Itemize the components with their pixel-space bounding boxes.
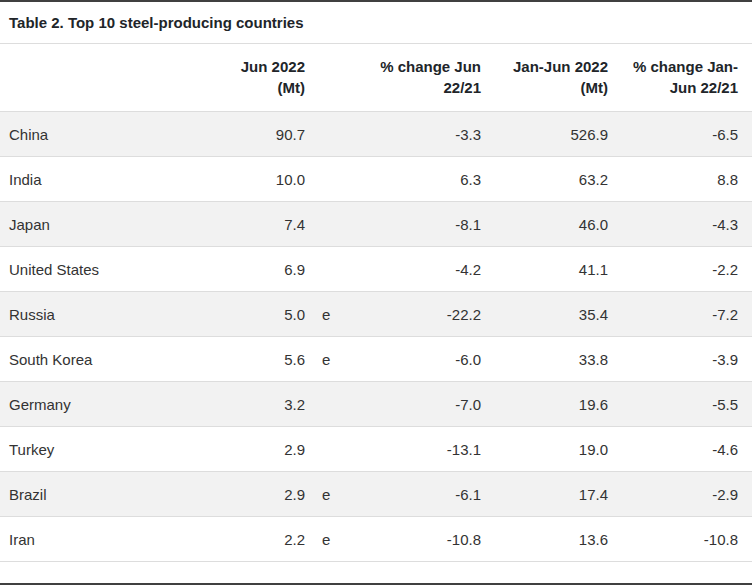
table-row-south-korea: South Korea 5.6 e -6.0 33.8 -3.9 xyxy=(0,337,752,382)
header-line: 22/21 xyxy=(345,77,481,98)
janjun2022-cell: 35.4 xyxy=(481,292,608,337)
jun2022-cell: 2.2 xyxy=(212,517,305,562)
jun2022-cell: 2.9 xyxy=(212,427,305,472)
jun2022-cell: 5.0 xyxy=(212,292,305,337)
country-cell: Iran xyxy=(0,517,212,562)
table-row-china: China 90.7 -3.3 526.9 -6.5 xyxy=(0,112,752,157)
jun2022-cell: 7.4 xyxy=(212,202,305,247)
table-title: Table 2. Top 10 steel-producing countrie… xyxy=(0,2,752,44)
header-line: (Mt) xyxy=(481,77,608,98)
chg-janjun-cell: -2.2 xyxy=(608,247,752,292)
jun2022-cell: 5.6 xyxy=(212,337,305,382)
janjun2022-cell: 19.6 xyxy=(481,382,608,427)
chg-jun-cell: -10.8 xyxy=(345,517,481,562)
bottom-spacer xyxy=(0,562,752,583)
table-row-japan: Japan 7.4 -8.1 46.0 -4.3 xyxy=(0,202,752,247)
jun2022-cell: 3.2 xyxy=(212,382,305,427)
table-row-brazil: Brazil 2.9 e -6.1 17.4 -2.9 xyxy=(0,472,752,517)
country-cell: Germany xyxy=(0,382,212,427)
chg-jun-cell: -3.3 xyxy=(345,112,481,157)
chg-jun-cell: -7.0 xyxy=(345,382,481,427)
header-janjun-2022: Jan-Jun 2022 (Mt) xyxy=(481,44,608,112)
chg-jun-cell: -13.1 xyxy=(345,427,481,472)
jun2022-cell: 2.9 xyxy=(212,472,305,517)
chg-janjun-cell: -2.9 xyxy=(608,472,752,517)
estimate-flag xyxy=(305,247,345,292)
janjun2022-cell: 63.2 xyxy=(481,157,608,202)
chg-jun-cell: -6.1 xyxy=(345,472,481,517)
estimate-flag xyxy=(305,157,345,202)
header-estimate-flag xyxy=(305,44,345,112)
jun2022-cell: 90.7 xyxy=(212,112,305,157)
header-country xyxy=(0,44,212,112)
janjun2022-cell: 33.8 xyxy=(481,337,608,382)
steel-table-panel: Table 2. Top 10 steel-producing countrie… xyxy=(0,0,752,585)
header-pct-change-janjun: % change Jan- Jun 22/21 xyxy=(608,44,752,112)
table-body: China 90.7 -3.3 526.9 -6.5 India 10.0 6.… xyxy=(0,112,752,562)
header-line: % change Jan- xyxy=(608,56,738,77)
chg-janjun-cell: -3.9 xyxy=(608,337,752,382)
janjun2022-cell: 46.0 xyxy=(481,202,608,247)
country-cell: United States xyxy=(0,247,212,292)
header-line: Jun 2022 (Mt) xyxy=(212,56,305,98)
chg-jun-cell: -22.2 xyxy=(345,292,481,337)
estimate-flag xyxy=(305,382,345,427)
country-cell: South Korea xyxy=(0,337,212,382)
chg-janjun-cell: -4.3 xyxy=(608,202,752,247)
chg-jun-cell: -8.1 xyxy=(345,202,481,247)
chg-janjun-cell: 8.8 xyxy=(608,157,752,202)
chg-jun-cell: -6.0 xyxy=(345,337,481,382)
header-line: % change Jun xyxy=(345,56,481,77)
janjun2022-cell: 17.4 xyxy=(481,472,608,517)
header-line: Jan-Jun 2022 xyxy=(481,56,608,77)
table-row-united-states: United States 6.9 -4.2 41.1 -2.2 xyxy=(0,247,752,292)
table-row-iran: Iran 2.2 e -10.8 13.6 -10.8 xyxy=(0,517,752,562)
chg-jun-cell: -4.2 xyxy=(345,247,481,292)
estimate-flag xyxy=(305,427,345,472)
estimate-flag: e xyxy=(305,472,345,517)
table-header: Jun 2022 (Mt) % change Jun 22/21 Jan-Jun… xyxy=(0,44,752,112)
chg-janjun-cell: -7.2 xyxy=(608,292,752,337)
estimate-flag: e xyxy=(305,517,345,562)
country-cell: Brazil xyxy=(0,472,212,517)
table-row-india: India 10.0 6.3 63.2 8.8 xyxy=(0,157,752,202)
chg-janjun-cell: -10.8 xyxy=(608,517,752,562)
header-line: Jun 22/21 xyxy=(608,77,738,98)
janjun2022-cell: 13.6 xyxy=(481,517,608,562)
janjun2022-cell: 526.9 xyxy=(481,112,608,157)
jun2022-cell: 10.0 xyxy=(212,157,305,202)
chg-janjun-cell: -6.5 xyxy=(608,112,752,157)
country-cell: Turkey xyxy=(0,427,212,472)
chg-jun-cell: 6.3 xyxy=(345,157,481,202)
estimate-flag xyxy=(305,202,345,247)
janjun2022-cell: 41.1 xyxy=(481,247,608,292)
header-jun-2022: Jun 2022 (Mt) xyxy=(212,44,305,112)
header-pct-change-jun: % change Jun 22/21 xyxy=(345,44,481,112)
estimate-flag xyxy=(305,112,345,157)
chg-janjun-cell: -5.5 xyxy=(608,382,752,427)
estimate-flag: e xyxy=(305,337,345,382)
country-cell: Russia xyxy=(0,292,212,337)
jun2022-cell: 6.9 xyxy=(212,247,305,292)
country-cell: China xyxy=(0,112,212,157)
table-row-russia: Russia 5.0 e -22.2 35.4 -7.2 xyxy=(0,292,752,337)
header-row: Jun 2022 (Mt) % change Jun 22/21 Jan-Jun… xyxy=(0,44,752,112)
estimate-flag: e xyxy=(305,292,345,337)
janjun2022-cell: 19.0 xyxy=(481,427,608,472)
country-cell: Japan xyxy=(0,202,212,247)
steel-production-table: Jun 2022 (Mt) % change Jun 22/21 Jan-Jun… xyxy=(0,44,752,562)
table-row-turkey: Turkey 2.9 -13.1 19.0 -4.6 xyxy=(0,427,752,472)
country-cell: India xyxy=(0,157,212,202)
table-row-germany: Germany 3.2 -7.0 19.6 -5.5 xyxy=(0,382,752,427)
chg-janjun-cell: -4.6 xyxy=(608,427,752,472)
